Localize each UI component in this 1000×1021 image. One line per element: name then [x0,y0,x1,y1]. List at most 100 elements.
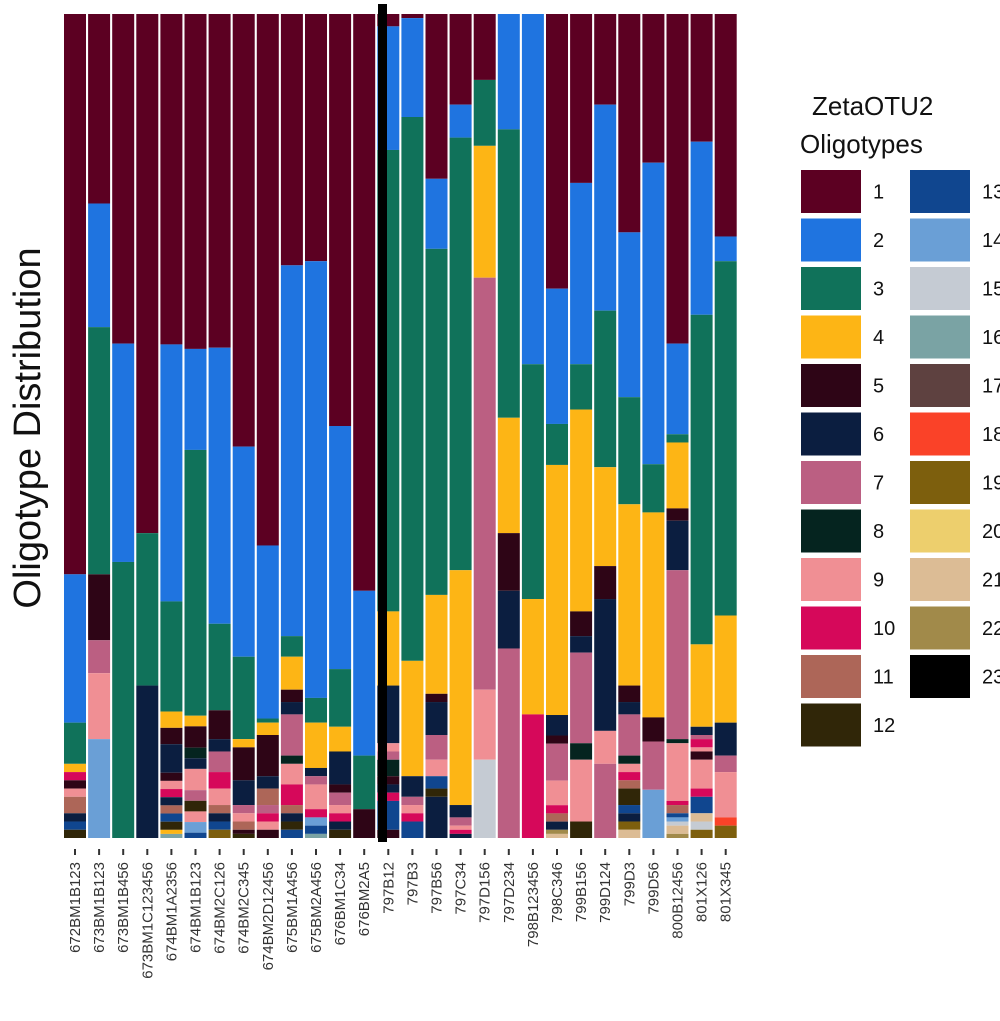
bar-segment-oligotype-2 [64,574,86,723]
bar-segment-oligotype-9 [232,813,255,822]
bar-segment-oligotype-21 [618,829,641,838]
legend-swatch [910,364,970,407]
legend-item-2: 2 [801,218,884,262]
legend-item-16: 16 [910,315,1000,359]
bar-segment-oligotype-7 [642,741,665,790]
bar-segment-oligotype-3 [546,423,568,465]
bar-segment-oligotype-5 [570,611,593,637]
legend-label: 9 [873,570,884,592]
bar-segment-oligotype-9 [546,780,568,806]
legend: ZetaOTU2 Oligotypes 12345678910111213141… [800,91,1000,747]
x-tick-label: 799D56 [645,862,662,915]
bar-segment-oligotype-7 [232,805,255,814]
bar-segment-oligotype-2 [329,426,352,670]
legend-item-23: 23 [910,655,1000,698]
bar-segment-oligotype-6 [280,702,303,715]
bar-segment-oligotype-6 [449,833,472,838]
bar-segment-oligotype-19 [714,825,737,838]
bar-segment-oligotype-3 [570,364,593,410]
legend-label: 8 [873,521,884,543]
bar-segment-oligotype-4 [666,442,689,509]
x-tick-label: 797D234 [501,862,518,923]
bar-segment-oligotype-6 [160,797,183,806]
bar-segment-oligotype-7 [666,570,689,740]
bar-segment-oligotype-2 [232,446,255,657]
bar-segment-oligotype-4 [232,739,255,748]
bar-797C34 [449,14,472,838]
bar-segment-oligotype-2 [594,104,617,311]
bar-segment-oligotype-13 [280,829,303,838]
legend-item-19: 19 [910,461,1000,504]
bar-segment-oligotype-10 [160,789,183,798]
bar-segment-oligotype-7 [88,640,111,674]
bar-segment-oligotype-3 [618,397,641,505]
x-tick-label: 674BM1B123 [188,862,205,953]
bar-segment-oligotype-4 [497,417,520,534]
bar-segment-oligotype-9 [256,821,279,830]
bar-segment-oligotype-4 [305,722,327,768]
bar-segment-oligotype-9 [473,689,496,760]
legend-item-7: 7 [801,461,884,504]
bar-segment-oligotype-13 [666,813,689,818]
bar-segment-oligotype-6 [425,702,448,735]
x-tick-label: 674BM2C345 [236,862,253,954]
bar-segment-oligotype-3 [232,656,255,740]
bar-segment-oligotype-7 [377,751,400,760]
legend-label: 12 [873,715,895,737]
bar-segment-oligotype-13 [64,821,86,830]
bar-segment-oligotype-6 [232,780,255,806]
bar-segment-oligotype-3 [64,722,86,764]
bar-segment-oligotype-5 [377,776,400,785]
bar-segment-oligotype-8 [666,739,689,744]
bar-segment-oligotype-5 [377,829,400,838]
bar-segment-oligotype-5 [184,726,207,748]
legend-item-11: 11 [801,655,894,698]
bar-segment-oligotype-11 [232,821,255,830]
legend-item-4: 4 [801,315,884,359]
bar-segment-oligotype-22 [666,833,689,838]
legend-label: 16 [982,327,1000,349]
bar-segment-oligotype-6 [329,821,352,830]
bar-segment-oligotype-1 [305,14,327,262]
bar-segment-oligotype-14 [88,739,111,838]
bar-segment-oligotype-6 [714,722,737,756]
x-tick-label: 797B3 [404,862,421,905]
x-tick-label: 676BM1C34 [332,862,349,945]
legend-swatch [910,606,970,650]
legend-swatch [801,218,861,262]
bar-segment-oligotype-10 [208,772,231,789]
bar-segment-oligotype-12 [64,829,86,838]
bar-673BM1B456 [112,14,135,838]
bar-segment-oligotype-3 [88,327,111,575]
bar-segment-oligotype-7 [184,790,207,801]
bar-segment-oligotype-12 [184,800,207,812]
bar-segment-oligotype-10 [280,784,303,806]
bar-segment-oligotype-13 [184,832,207,838]
bar-segment-oligotype-1 [714,14,737,237]
legend-label: 15 [982,279,1000,301]
bar-segment-oligotype-10 [305,809,327,818]
bar-segment-oligotype-3 [714,261,737,616]
bar-segment-oligotype-2 [160,344,183,602]
bar-674BM1B123 [184,14,207,838]
bar-segment-oligotype-4 [546,464,568,716]
bar-segment-oligotype-9 [618,763,641,773]
legend-item-21: 21 [910,558,1000,601]
bar-segment-oligotype-9 [449,825,472,830]
bar-segment-oligotype-1 [546,14,568,289]
bar-segment-oligotype-10 [618,772,641,781]
legend-item-9: 9 [801,558,884,601]
bar-segment-oligotype-3 [425,248,448,595]
bar-segment-oligotype-11 [160,805,183,814]
bar-segment-oligotype-1 [160,14,183,345]
bar-segment-oligotype-3 [642,464,665,513]
bar-segment-oligotype-6 [160,744,183,773]
bar-segment-oligotype-21 [666,825,689,834]
legend-item-1: 1 [801,170,884,213]
bar-segment-oligotype-10 [329,813,352,822]
bar-segment-oligotype-6 [425,796,448,838]
bar-798C346 [546,14,568,838]
bar-segment-oligotype-5 [666,508,689,521]
bar-segment-oligotype-5 [280,689,303,703]
bar-segment-oligotype-2 [666,343,689,435]
